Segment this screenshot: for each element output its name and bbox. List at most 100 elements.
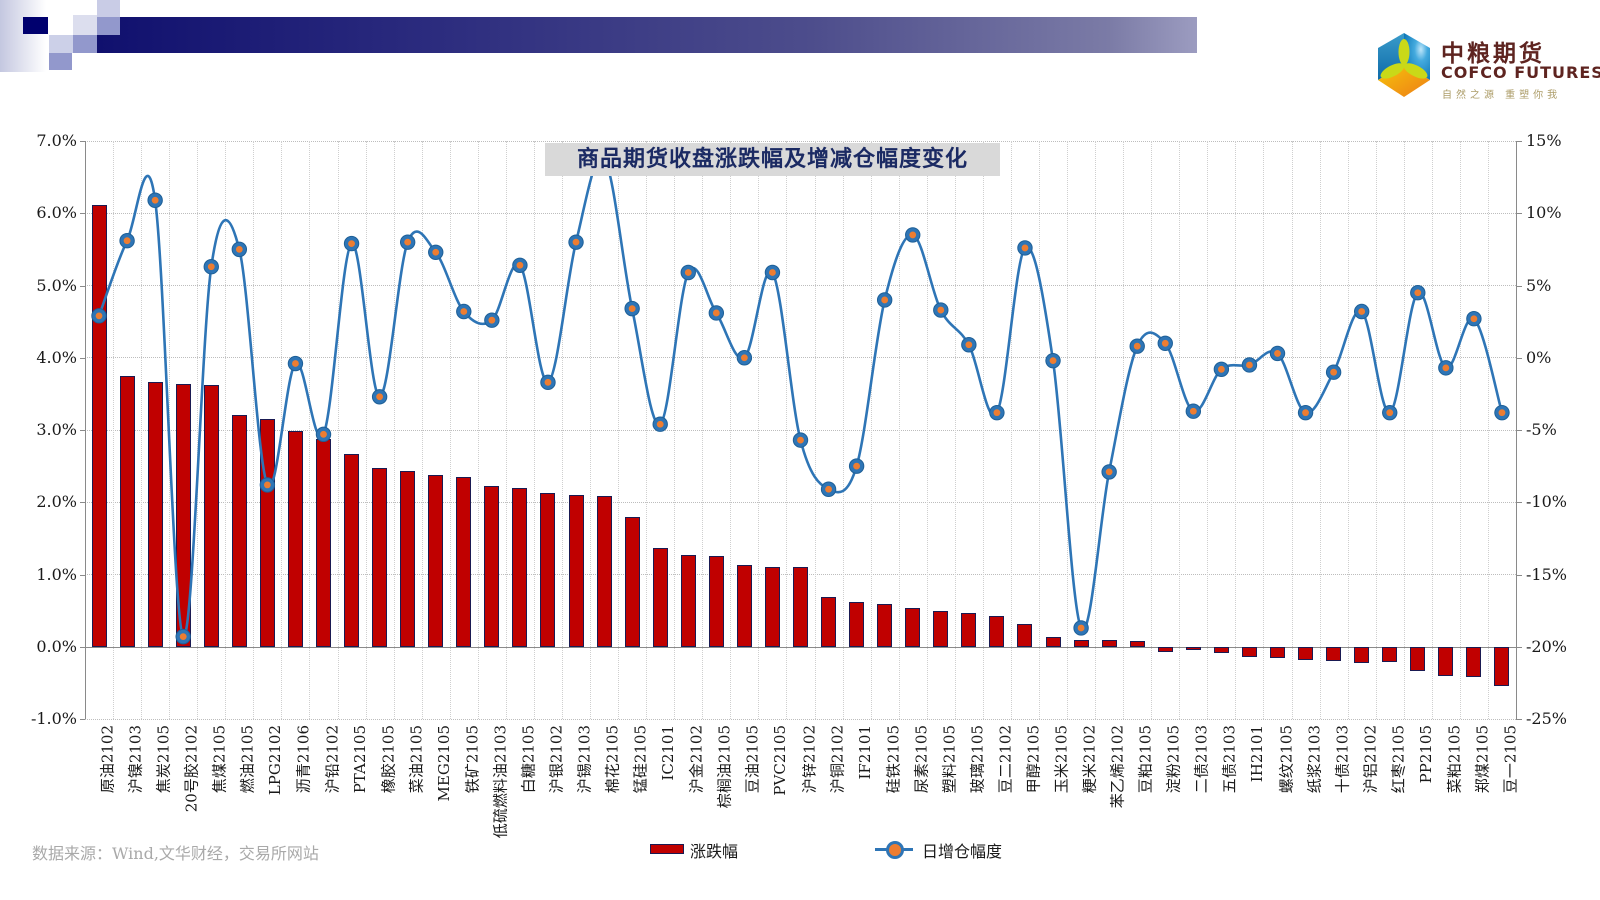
v-gridline: [1375, 141, 1377, 719]
x-axis-label: 淀粉2105: [1164, 725, 1183, 794]
y-axis-label-left: 0.0%: [36, 636, 77, 656]
right-axis-tick: [1516, 285, 1522, 287]
x-axis-label: 玻璃2105: [968, 725, 987, 794]
line-marker: [1017, 240, 1033, 256]
bar: [231, 414, 247, 647]
bar: [259, 419, 275, 647]
legend-bar-swatch-icon: [650, 844, 684, 854]
bar: [203, 385, 219, 647]
x-axis-label: 螺纹2105: [1277, 725, 1295, 794]
y-axis-label-right: 0%: [1526, 347, 1552, 367]
line-marker: [933, 302, 949, 318]
y-axis-label-left: -1.0%: [30, 709, 77, 728]
zero-line: [85, 646, 1516, 648]
bar: [1045, 637, 1061, 647]
v-gridline: [1067, 141, 1069, 719]
bar: [680, 554, 696, 647]
left-axis-tick: [80, 502, 85, 504]
bar: [1157, 646, 1173, 652]
bar: [1101, 640, 1117, 647]
bar: [372, 468, 388, 647]
h-gridline: [85, 212, 1516, 214]
x-axis-label: 红枣2105: [1389, 725, 1408, 794]
y-axis-label-right: 15%: [1526, 131, 1562, 150]
left-axis-tick: [80, 213, 85, 215]
line-marker: [147, 192, 163, 208]
line-marker: [1241, 357, 1258, 373]
y-axis-label-left: 2.0%: [36, 492, 77, 512]
v-gridline: [1319, 141, 1321, 719]
x-axis-label: PVC2105: [771, 725, 790, 796]
bar: [821, 596, 837, 647]
v-gridline: [477, 141, 479, 719]
bar: [1298, 646, 1314, 660]
x-axis-label: 20号胶2102: [182, 725, 201, 813]
v-gridline: [1039, 141, 1040, 719]
y-axis-label-right: -10%: [1526, 492, 1567, 512]
bar: [596, 495, 612, 647]
x-axis-label: IF2101: [855, 725, 874, 780]
banner-left-gradient: [0, 0, 46, 72]
v-gridline: [618, 141, 620, 719]
h-gridline: [85, 357, 1516, 359]
x-axis-label: 焦炭2105: [154, 725, 173, 794]
x-axis-label: 粳米2102: [1080, 725, 1099, 794]
chart-title: 商品期货收盘涨跌幅及增减仓幅度变化: [545, 143, 1000, 176]
v-gridline: [786, 141, 788, 719]
banner-square: [97, 0, 120, 17]
v-gridline: [814, 141, 816, 719]
bar: [1410, 646, 1426, 671]
bar: [400, 471, 416, 647]
v-gridline: [505, 141, 507, 719]
x-axis-label: 沪锌2102: [800, 725, 818, 794]
x-axis-label: 棉花2105: [603, 725, 622, 794]
y-axis-label-left: 4.0%: [36, 347, 77, 367]
bar: [708, 556, 724, 647]
line-marker: [119, 233, 135, 249]
line-marker: [905, 227, 921, 243]
bar: [344, 453, 360, 647]
v-gridline: [1235, 141, 1237, 719]
bar: [793, 567, 808, 647]
v-gridline: [421, 141, 423, 719]
y-axis-label-right: -5%: [1526, 420, 1557, 439]
data-source-note: 数据来源：Wind,文华财经，交易所网站: [32, 844, 319, 863]
y-axis-label-right: -25%: [1526, 709, 1567, 728]
line-marker: [568, 234, 584, 250]
x-axis-label: PTA2105: [350, 725, 369, 794]
left-axis-tick: [80, 141, 85, 142]
line-marker: [456, 303, 472, 320]
y-axis-label-left: 6.0%: [36, 203, 77, 223]
line-marker: [1325, 364, 1342, 380]
x-axis-label: 沪镍2103: [126, 725, 145, 794]
v-gridline: [1431, 141, 1433, 719]
x-axis-label: PP2105: [1416, 725, 1435, 784]
line-marker: [287, 355, 304, 372]
v-gridline: [253, 141, 255, 719]
line-marker: [961, 337, 977, 353]
v-gridline: [197, 141, 199, 719]
h-gridline: [85, 718, 1516, 720]
bar: [877, 604, 893, 647]
bar: [1466, 646, 1482, 678]
left-axis-tick: [80, 430, 85, 431]
bar: [1354, 646, 1370, 663]
line-marker: [484, 312, 500, 328]
x-axis-label: 玉米2105: [1052, 725, 1071, 794]
line-marker: [1494, 404, 1510, 421]
bar: [1017, 623, 1033, 647]
v-gridline: [1123, 141, 1125, 719]
x-axis-label: 沪铜2102: [828, 725, 847, 794]
bar: [1073, 639, 1089, 647]
x-axis-label: 燃油2105: [238, 725, 257, 794]
line-marker: [792, 432, 809, 448]
y-axis-label-left: 1.0%: [36, 564, 77, 584]
bar: [1494, 646, 1510, 687]
v-gridline: [141, 141, 143, 719]
v-gridline: [954, 141, 956, 719]
x-axis-label: 甲醇2105: [1024, 725, 1043, 794]
v-gridline: [758, 141, 760, 719]
x-axis-label: 锰硅2105: [631, 725, 650, 794]
left-axis-tick: [80, 574, 85, 576]
v-gridline: [393, 141, 395, 719]
